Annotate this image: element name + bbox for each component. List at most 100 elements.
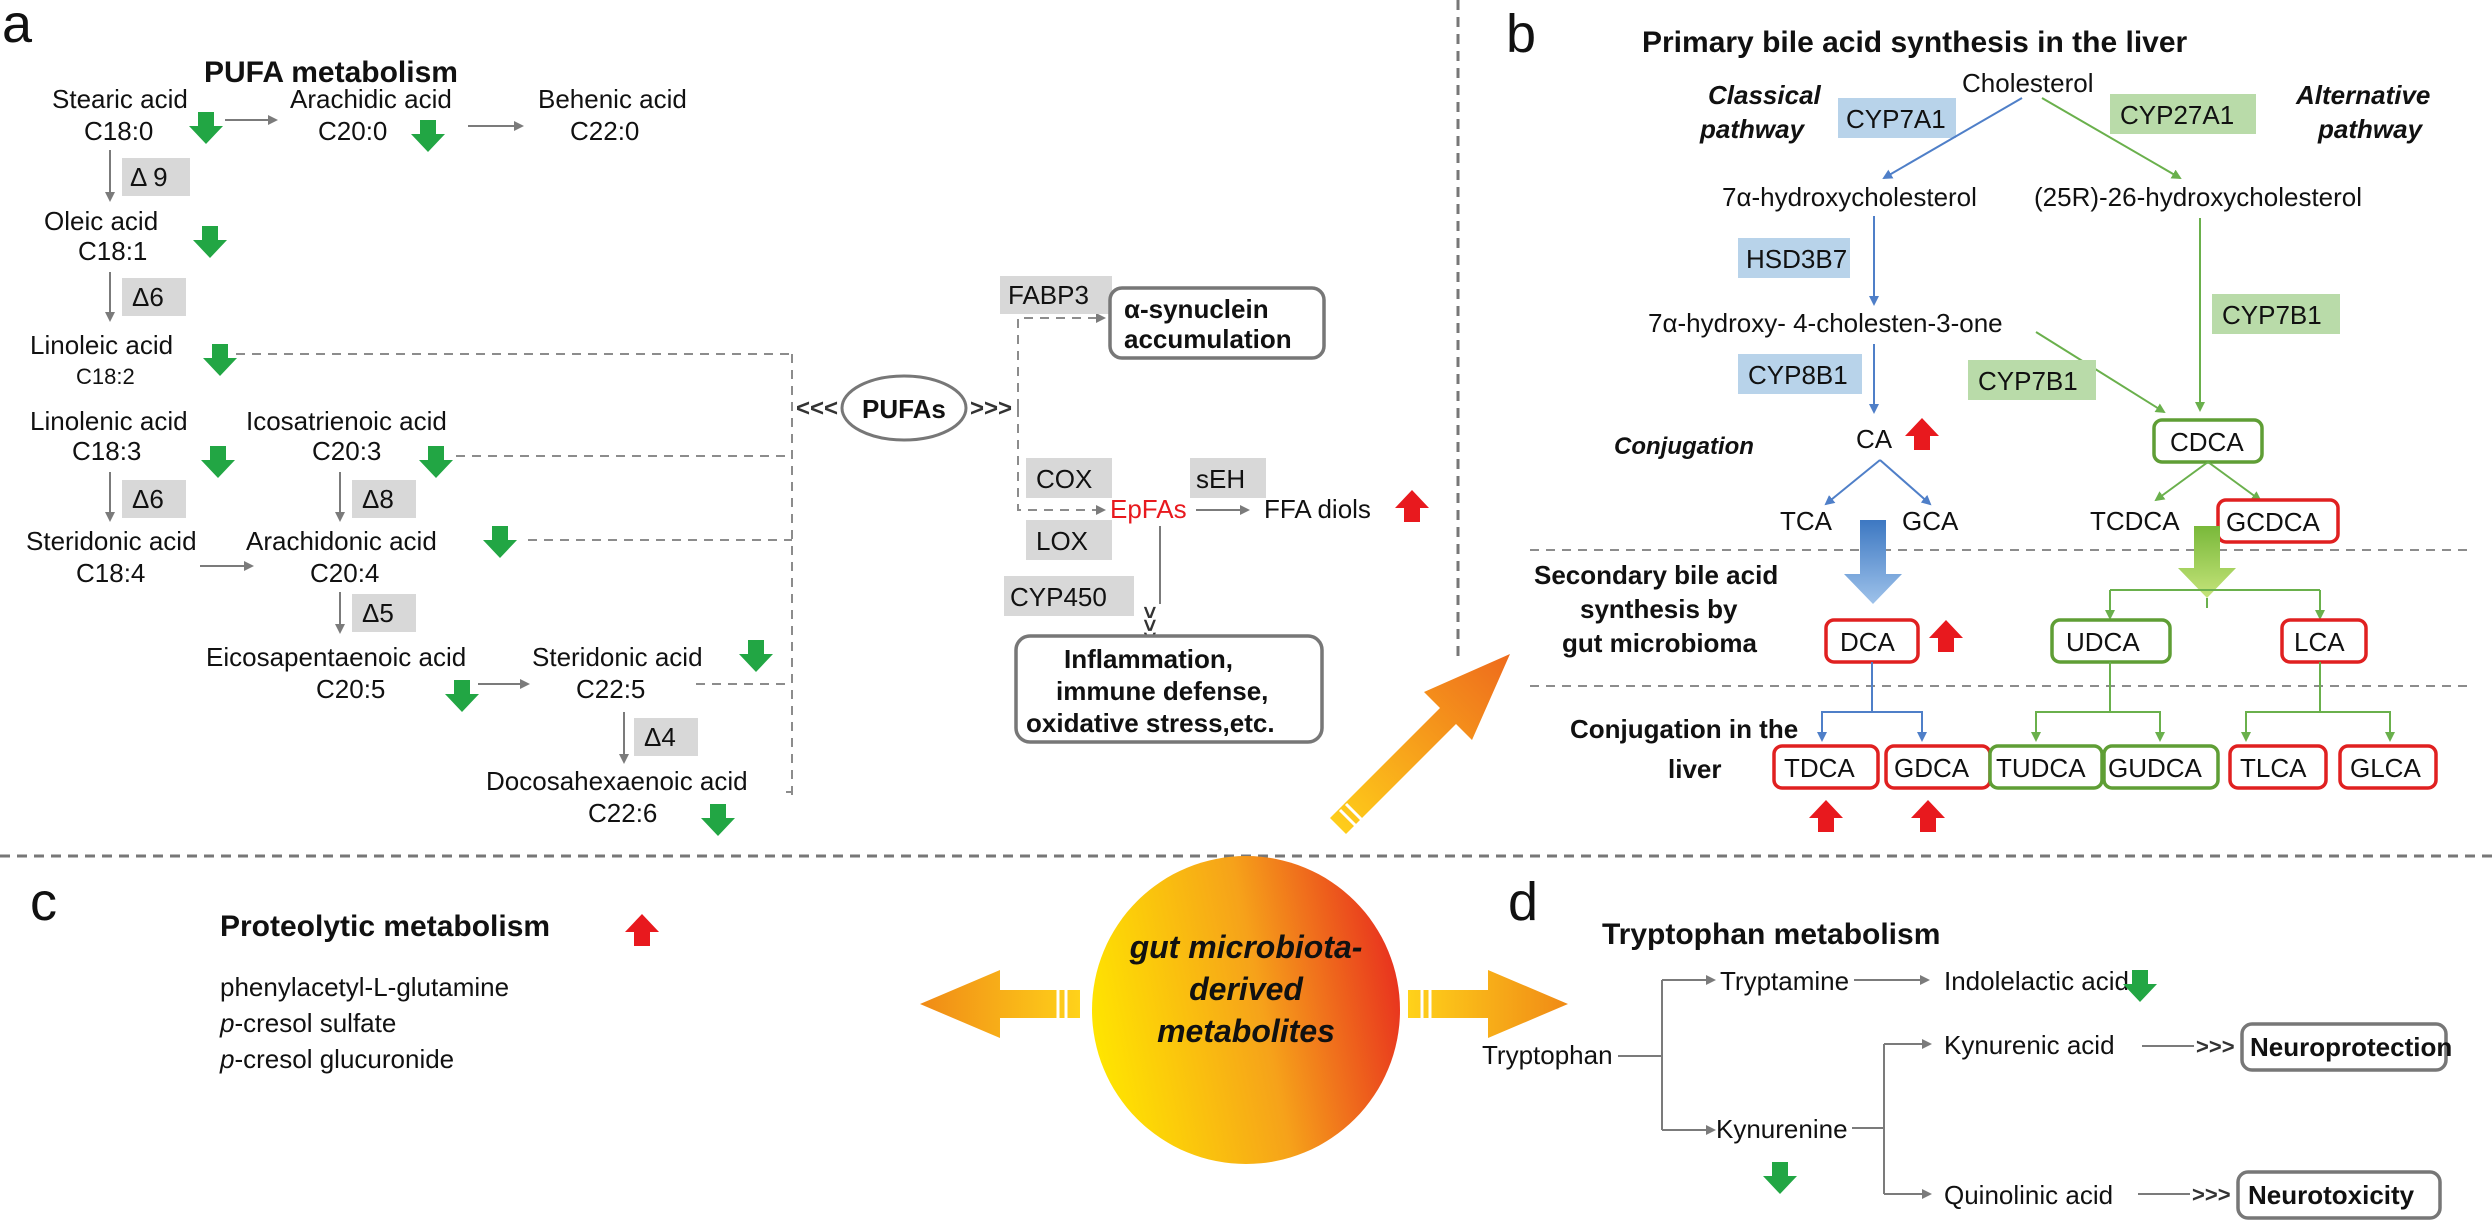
arachidic-acid-formula: C20:0: [318, 116, 387, 146]
neuroprotection-node: Neuroprotection: [2250, 1032, 2452, 1062]
steridonic-acid-2-formula: C22:5: [576, 674, 645, 704]
right-orange-arrow-icon: [1408, 970, 1568, 1038]
proteolytic-title: Proteolytic metabolism: [220, 910, 550, 943]
icosatrienoic-acid-formula: C20:3: [312, 436, 381, 466]
svg-text:<<<: <<<: [796, 395, 838, 422]
tryptophan-node: Tryptophan: [1482, 1040, 1613, 1070]
alternative-pathway-line1: Alternative: [2295, 80, 2430, 110]
classical-pathway-line2: pathway: [1699, 114, 1806, 144]
kynurenine-node: Kynurenine: [1716, 1114, 1848, 1144]
panel-c-proteolytic: Proteolytic metabolism phenylacetyl-L-gl…: [219, 910, 659, 1074]
panel-d-tryptophan: Tryptophan metabolism Tryptophan Tryptam…: [1482, 918, 2452, 1220]
pufa-title: PUFA metabolism: [204, 56, 458, 89]
green-big-arrow-icon: [2178, 526, 2236, 598]
cyp7b1-lower-label: CYP7B1: [1978, 366, 2078, 396]
ca-node: CA: [1856, 424, 1893, 454]
icosatrienoic-down-arrow-icon: [419, 446, 453, 478]
hydroxycholesterol-26: (25R)-26-hydroxycholesterol: [2034, 182, 2362, 212]
alternative-pathway-line2: pathway: [2317, 114, 2424, 144]
eicosapentaenoic-down-arrow-icon: [445, 680, 479, 712]
panel-letter-b: b: [1506, 4, 1536, 64]
cox-label: COX: [1036, 464, 1092, 494]
fabp3-label: FABP3: [1008, 280, 1089, 310]
protein-item-0: phenylacetyl-L-glutamine: [220, 972, 509, 1002]
steridonic-acid-2-label: Steridonic acid: [532, 642, 703, 672]
ffa-diols-up-arrow-icon: [1395, 490, 1429, 522]
tlca-node: TLCA: [2240, 753, 2307, 783]
secondary-line3: gut microbioma: [1562, 628, 1758, 658]
panel-letter-a: a: [2, 0, 33, 54]
proteolytic-up-arrow-icon: [625, 914, 659, 946]
dca-node: DCA: [1840, 627, 1896, 657]
delta5-label: Δ5: [362, 598, 394, 628]
cyp8b1-label: CYP8B1: [1748, 360, 1848, 390]
docosahexaenoic-acid-label: Docosahexaenoic acid: [486, 766, 748, 796]
docosahexaenoic-acid-formula: C22:6: [588, 798, 657, 828]
kynurenic-node: Kynurenic acid: [1944, 1030, 2115, 1060]
panel-b-bile-acid: Primary bile acid synthesis in the liver…: [1534, 26, 2438, 832]
inflammation-line1: Inflammation,: [1064, 644, 1233, 674]
synuclein-line1: α-synuclein: [1124, 294, 1269, 324]
blue-big-arrow-icon: [1844, 520, 1902, 604]
arachidic-down-arrow-icon: [411, 120, 445, 152]
neurotoxicity-node: Neurotoxicity: [2248, 1180, 2415, 1210]
oleic-acid-label: Oleic acid: [44, 206, 158, 236]
stearic-down-arrow-icon: [189, 112, 223, 144]
eicosapentaenoic-acid-label: Eicosapentaenoic acid: [206, 642, 466, 672]
panel-letter-c: c: [30, 872, 57, 932]
delta4-label: Δ4: [644, 722, 676, 752]
center-circle: [1092, 856, 1400, 1164]
tdca-up-arrow-icon: [1809, 800, 1843, 832]
gdca-node: GDCA: [1894, 753, 1970, 783]
behenic-acid-label: Behenic acid: [538, 84, 687, 114]
eicosapentaenoic-acid-formula: C20:5: [316, 674, 385, 704]
linoleic-acid-label: Linoleic acid: [30, 330, 173, 360]
bile-acid-title: Primary bile acid synthesis in the liver: [1642, 26, 2188, 59]
center-line1: gut microbiota-: [1129, 929, 1363, 965]
seh-label: sEH: [1196, 464, 1245, 494]
conjugation-label: Conjugation: [1614, 433, 1754, 460]
cdca-node: CDCA: [2170, 427, 2244, 457]
lox-label: LOX: [1036, 526, 1088, 556]
linoleic-acid-formula: C18:2: [76, 364, 135, 389]
delta6b-label: Δ6: [132, 484, 164, 514]
secondary-line1: Secondary bile acid: [1534, 560, 1778, 590]
svg-text:>>>: >>>: [970, 395, 1012, 422]
delta8-label: Δ8: [362, 484, 394, 514]
indolelactic-node: Indolelactic acid: [1944, 966, 2129, 996]
delta6a-label: Δ6: [132, 282, 164, 312]
gca-node: GCA: [1902, 506, 1959, 536]
center-line2: derived: [1189, 971, 1304, 1007]
protein-item-2: p-cresol glucuronide: [219, 1044, 454, 1074]
docosahexaenoic-down-arrow-icon: [701, 804, 735, 836]
tudca-node: TUDCA: [1996, 753, 2086, 783]
center-hub: gut microbiota- derived metabolites: [920, 654, 1568, 1164]
linolenic-acid-formula: C18:3: [72, 436, 141, 466]
kynurenine-down-arrow-icon: [1763, 1162, 1797, 1194]
cyp7b1-upper-label: CYP7B1: [2222, 300, 2322, 330]
protein-item-1: p-cresol sulfate: [219, 1008, 396, 1038]
hsd3b7-label: HSD3B7: [1746, 244, 1847, 274]
glca-node: GLCA: [2350, 753, 2421, 783]
cyp27a1-label: CYP27A1: [2120, 100, 2234, 130]
linoleic-down-arrow-icon: [203, 344, 237, 376]
icosatrienoic-acid-label: Icosatrienoic acid: [246, 406, 447, 436]
oleic-down-arrow-icon: [193, 226, 227, 258]
panel-letter-d: d: [1508, 872, 1538, 932]
ffa-diols-label: FFA diols: [1264, 494, 1371, 524]
svg-text:>>>: >>>: [2192, 1182, 2231, 1207]
arachidic-acid-label: Arachidic acid: [290, 84, 452, 114]
left-orange-arrow-icon: [920, 970, 1080, 1038]
stearic-acid-formula: C18:0: [84, 116, 153, 146]
center-line3: metabolites: [1157, 1013, 1335, 1049]
panel-a-pufa: PUFA metabolism Stearic acid C18:0 Arach…: [26, 56, 1429, 836]
dca-up-arrow-icon: [1929, 620, 1963, 652]
diagonal-orange-arrow-icon: [1330, 654, 1510, 834]
steridonic-acid-1-formula: C18:4: [76, 558, 145, 588]
arachidonic-acid-formula: C20:4: [310, 558, 379, 588]
svg-text:>>>: >>>: [2196, 1034, 2235, 1059]
tcdca-node: TCDCA: [2090, 506, 2180, 536]
inflammation-line2: immune defense,: [1056, 676, 1268, 706]
classical-pathway-line1: Classical: [1708, 80, 1822, 110]
